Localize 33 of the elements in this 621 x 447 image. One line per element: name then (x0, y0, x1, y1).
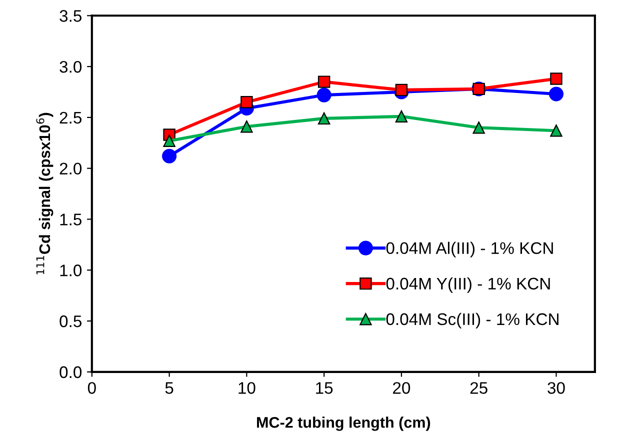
y-axis-title: $^{111}$Cd signal (cpsx10$^{6}$) (36, 112, 54, 274)
x-tick-label: 0 (88, 382, 96, 394)
point (240, 120, 253, 133)
point (395, 84, 408, 96)
point (318, 76, 330, 88)
legend-label: 0.04M Y(III) - 1% KCN (386, 277, 550, 293)
x-tick-label: 25 (470, 382, 488, 394)
x-tick-label: 5 (165, 382, 174, 394)
point (162, 148, 177, 164)
y-tick-label: 2.5 (60, 112, 82, 124)
y-tick-label: 1.5 (60, 214, 82, 226)
point (163, 134, 176, 147)
x-tick-label: 15 (316, 382, 333, 394)
x-tick-label: 10 (238, 382, 256, 394)
x-tick-label: 20 (393, 382, 410, 394)
x-tick-label: 30 (548, 382, 565, 394)
x-axis-title: MC-2 tubing length (cm) (257, 416, 430, 431)
point (318, 112, 330, 125)
y-tick-label: 3.0 (60, 60, 82, 73)
y-tick-label: 0.0 (60, 366, 82, 378)
point (395, 110, 408, 123)
point (550, 72, 562, 85)
point (472, 122, 485, 134)
point (550, 124, 562, 137)
y-tick-label: 1.0 (60, 264, 82, 276)
legend-label: 0.04M Al(III) - 1% KCN (386, 242, 553, 258)
point (240, 96, 253, 108)
y-tick-label: 2.0 (60, 162, 82, 175)
point (316, 88, 332, 102)
point (548, 86, 564, 102)
y-tick-label: 3.5 (60, 10, 82, 22)
legend-label: 0.04M Sc(III) - 1% KCN (386, 312, 558, 328)
y-tick-label: 0.5 (60, 315, 82, 328)
